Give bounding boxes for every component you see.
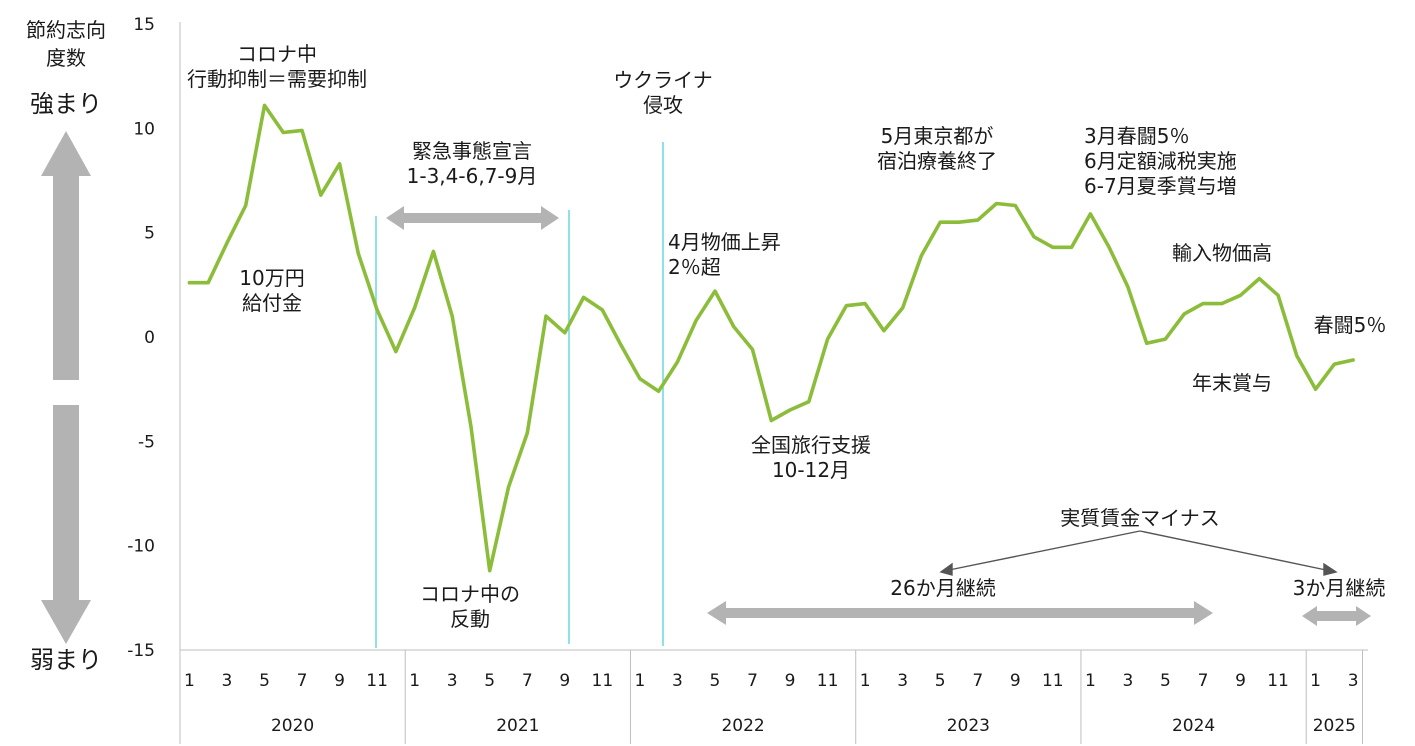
annotation-benefit-line2: 給付金 <box>242 291 302 315</box>
x-month-label: 5 <box>710 671 721 691</box>
annotation-travel-line1: 全国旅行支援 <box>751 433 871 457</box>
x-month-label: 5 <box>484 671 495 691</box>
annotation-ukraine: ウクライナ 侵攻 <box>598 68 728 118</box>
x-month-label: 5 <box>1160 671 1171 691</box>
x-month-label: 11 <box>592 671 614 691</box>
x-month-label: 9 <box>1010 671 1021 691</box>
y-tick-label: -15 <box>127 641 155 661</box>
x-month-label: 11 <box>366 671 388 691</box>
y-tick-label: 10 <box>133 119 155 139</box>
y-tick-label: 5 <box>144 224 155 244</box>
x-month-label: 1 <box>184 671 195 691</box>
x-month-label: 3 <box>672 671 683 691</box>
x-year-label: 2024 <box>1172 716 1215 736</box>
real-wage-26m-arrow <box>707 601 1213 625</box>
x-year-label: 2023 <box>947 716 990 736</box>
y-tick-label: 15 <box>133 15 155 35</box>
x-year-label: 2025 <box>1313 716 1356 736</box>
annotation-corona-line1: コロナ中 <box>237 42 317 66</box>
y-axis-title-line2: 度数 <box>46 46 86 70</box>
annotation-prices-line2: 2％超 <box>668 255 721 279</box>
annotation-shunto-2024-line1: 3月春闘5％ <box>1084 124 1190 148</box>
annotation-continue-26: 26か月継続 <box>890 576 996 600</box>
x-month-label: 1 <box>1085 671 1096 691</box>
annotation-shunto-2024-line2: 6月定額減税実施 <box>1084 149 1237 173</box>
annotation-import-prices: 輸入物価高 <box>1172 241 1272 265</box>
x-year-label: 2022 <box>721 716 764 736</box>
annotation-rebound-line1: コロナ中の <box>420 582 520 606</box>
x-month-label: 11 <box>1042 671 1064 691</box>
weaken-arrow <box>41 405 91 644</box>
annotation-benefit: 10万円 給付金 <box>222 266 322 316</box>
annotation-rebound: コロナ中の 反動 <box>400 582 540 632</box>
y-tick-label: -10 <box>127 537 155 557</box>
annotation-tokyo-line2: 宿泊療養終了 <box>877 149 997 173</box>
annotation-emergency-line1: 緊急事態宣言 <box>412 139 532 163</box>
y-tick-label: -5 <box>138 432 155 452</box>
x-month-label: 3 <box>222 671 233 691</box>
x-month-label: 7 <box>522 671 533 691</box>
annotation-emergency-line2: 1-3,4-6,7-9月 <box>406 164 538 188</box>
annotation-ukraine-line2: 侵攻 <box>643 93 683 117</box>
annotation-corona-line2: 行動抑制＝需要抑制 <box>187 67 367 91</box>
annotation-continue-3: 3か月継続 <box>1292 576 1386 600</box>
label-strengthen: 強まり <box>30 90 102 118</box>
annotation-prices: 4月物価上昇 2％超 <box>668 230 808 280</box>
annotation-tokyo: 5月東京都が 宿泊療養終了 <box>852 124 1022 174</box>
x-month-label: 5 <box>259 671 270 691</box>
emergency-period-arrow <box>386 206 559 230</box>
x-month-label: 9 <box>785 671 796 691</box>
x-month-label: 7 <box>1198 671 1209 691</box>
x-year-label: 2021 <box>496 716 539 736</box>
annotation-rebound-line2: 反動 <box>450 607 490 631</box>
annotation-tokyo-line1: 5月東京都が <box>880 124 994 148</box>
x-month-label: 11 <box>1267 671 1289 691</box>
x-month-label: 7 <box>297 671 308 691</box>
x-year-label: 2020 <box>271 716 314 736</box>
x-month-label: 1 <box>409 671 420 691</box>
annotation-real-wage: 実質賃金マイナス <box>1060 506 1220 530</box>
annotation-ukraine-line1: ウクライナ <box>613 68 713 92</box>
x-month-label: 11 <box>817 671 839 691</box>
annotation-shunto-2024: 3月春闘5％ 6月定額減税実施 6-7月夏季賞与増 <box>1084 124 1284 199</box>
x-month-label: 7 <box>972 671 983 691</box>
x-month-label: 3 <box>897 671 908 691</box>
strengthen-arrow <box>41 131 91 380</box>
annotation-prices-line1: 4月物価上昇 <box>668 230 781 254</box>
x-month-label: 9 <box>334 671 345 691</box>
x-month-label: 9 <box>559 671 570 691</box>
x-month-label: 3 <box>1348 671 1359 691</box>
annotation-year-end-bonus: 年末賞与 <box>1192 371 1272 395</box>
real-wage-3m-arrow <box>1302 606 1371 626</box>
y-tick-label: 0 <box>144 328 155 348</box>
y-axis-title-line1: 節約志向 <box>26 18 106 42</box>
annotation-shunto-2024-line3: 6-7月夏季賞与増 <box>1084 174 1237 198</box>
annotation-shunto-2025: 春闘5％ <box>1313 313 1387 337</box>
annotation-benefit-line1: 10万円 <box>239 266 305 290</box>
x-month-label: 9 <box>1235 671 1246 691</box>
x-month-label: 3 <box>1122 671 1133 691</box>
annotation-corona: コロナ中 行動抑制＝需要抑制 <box>150 42 404 92</box>
real-wage-pointers <box>939 530 1338 576</box>
x-month-label: 5 <box>935 671 946 691</box>
x-month-label: 3 <box>447 671 458 691</box>
x-month-label: 1 <box>860 671 871 691</box>
x-month-label: 7 <box>747 671 758 691</box>
annotation-emergency: 緊急事態宣言 1-3,4-6,7-9月 <box>382 139 562 189</box>
x-month-label: 1 <box>634 671 645 691</box>
annotation-travel-line2: 10-12月 <box>771 458 851 482</box>
annotation-travel: 全国旅行支援 10-12月 <box>726 433 896 483</box>
x-month-label: 1 <box>1310 671 1321 691</box>
label-weaken: 弱まり <box>30 646 102 674</box>
